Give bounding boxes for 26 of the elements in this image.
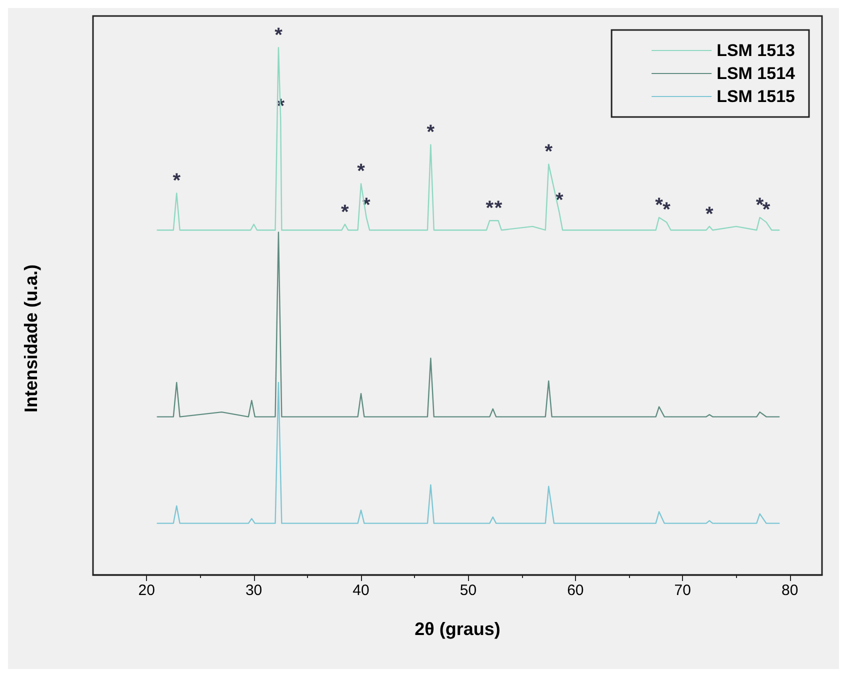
annotation: * — [706, 203, 714, 226]
annotation: * — [172, 170, 181, 192]
x-tick-label: 30 — [245, 582, 262, 599]
annotation: * — [555, 190, 564, 212]
x-tick-label: 60 — [567, 582, 584, 599]
x-axis-title: 2θ (graus) — [414, 619, 500, 639]
annotation: * — [756, 194, 764, 216]
x-tick-label: 20 — [138, 582, 155, 599]
y-axis-title: Intensidade (u.a.) — [21, 264, 41, 413]
annotation: * — [341, 201, 350, 224]
legend-label: LSM 1515 — [716, 87, 796, 106]
annotation: * — [655, 194, 664, 216]
annotation: * — [544, 141, 553, 164]
annotation: * — [357, 160, 366, 183]
annotation: * — [426, 122, 435, 144]
annotation: * — [494, 198, 502, 220]
legend-label: LSM 1514 — [716, 64, 796, 83]
legend-label: LSM 1513 — [716, 41, 796, 60]
x-tick-label: 40 — [352, 582, 370, 599]
x-tick-label: 50 — [460, 582, 477, 599]
annotation: * — [486, 198, 494, 220]
annotation: * — [662, 199, 671, 222]
x-tick-label: 70 — [674, 582, 691, 599]
x-tick-label: 80 — [781, 582, 798, 599]
annotation: * — [274, 24, 283, 47]
annotation: * — [762, 199, 770, 222]
